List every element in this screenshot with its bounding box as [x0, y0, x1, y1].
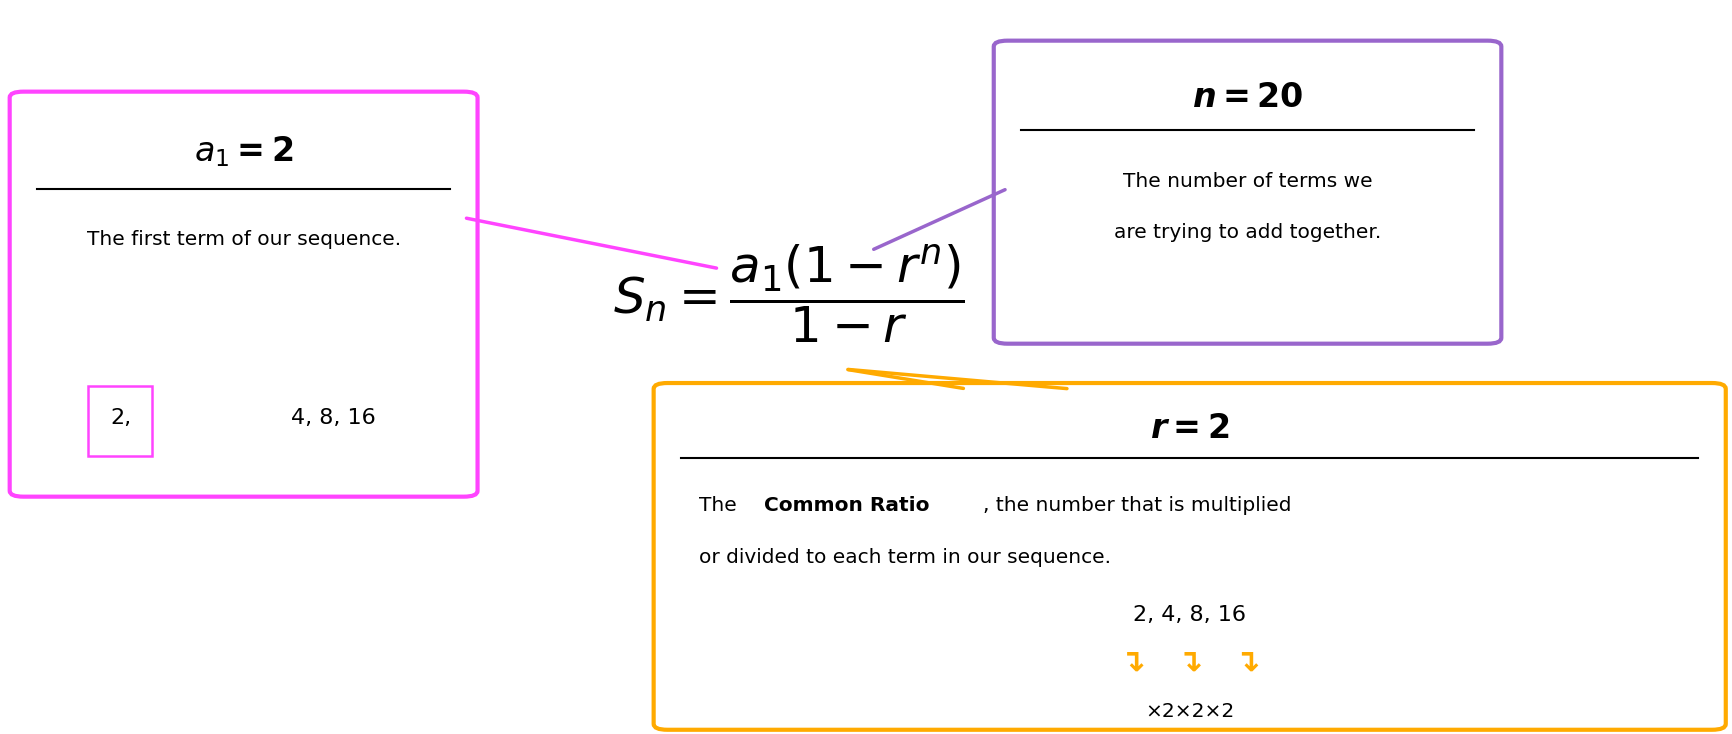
Text: 2, 4, 8, 16: 2, 4, 8, 16: [1133, 605, 1247, 625]
Text: 4, 8, 16: 4, 8, 16: [291, 408, 376, 428]
Text: $\boldsymbol{n = 20}$: $\boldsymbol{n = 20}$: [1192, 81, 1304, 114]
Text: $S_n = \dfrac{a_1(1 - r^n)}{1 - r}$: $S_n = \dfrac{a_1(1 - r^n)}{1 - r}$: [613, 243, 965, 346]
Text: The number of terms we: The number of terms we: [1122, 172, 1372, 191]
Text: 2,: 2,: [111, 408, 132, 428]
Text: , the number that is multiplied: , the number that is multiplied: [984, 496, 1292, 515]
FancyBboxPatch shape: [994, 40, 1502, 344]
FancyBboxPatch shape: [653, 383, 1725, 730]
Text: $\boldsymbol{r = 2}$: $\boldsymbol{r = 2}$: [1150, 413, 1230, 446]
FancyBboxPatch shape: [10, 92, 478, 497]
Text: $\boldsymbol{a_1 = 2}$: $\boldsymbol{a_1 = 2}$: [194, 135, 293, 170]
FancyBboxPatch shape: [88, 386, 152, 456]
Text: The: The: [698, 496, 743, 515]
Text: ×2×2×2: ×2×2×2: [1145, 702, 1235, 721]
Text: ↴   ↴   ↴: ↴ ↴ ↴: [1119, 647, 1259, 677]
Text: are trying to add together.: are trying to add together.: [1114, 222, 1380, 241]
Text: or divided to each term in our sequence.: or divided to each term in our sequence.: [698, 548, 1110, 567]
Text: Common Ratio: Common Ratio: [764, 496, 930, 515]
Text: The first term of our sequence.: The first term of our sequence.: [87, 230, 400, 249]
